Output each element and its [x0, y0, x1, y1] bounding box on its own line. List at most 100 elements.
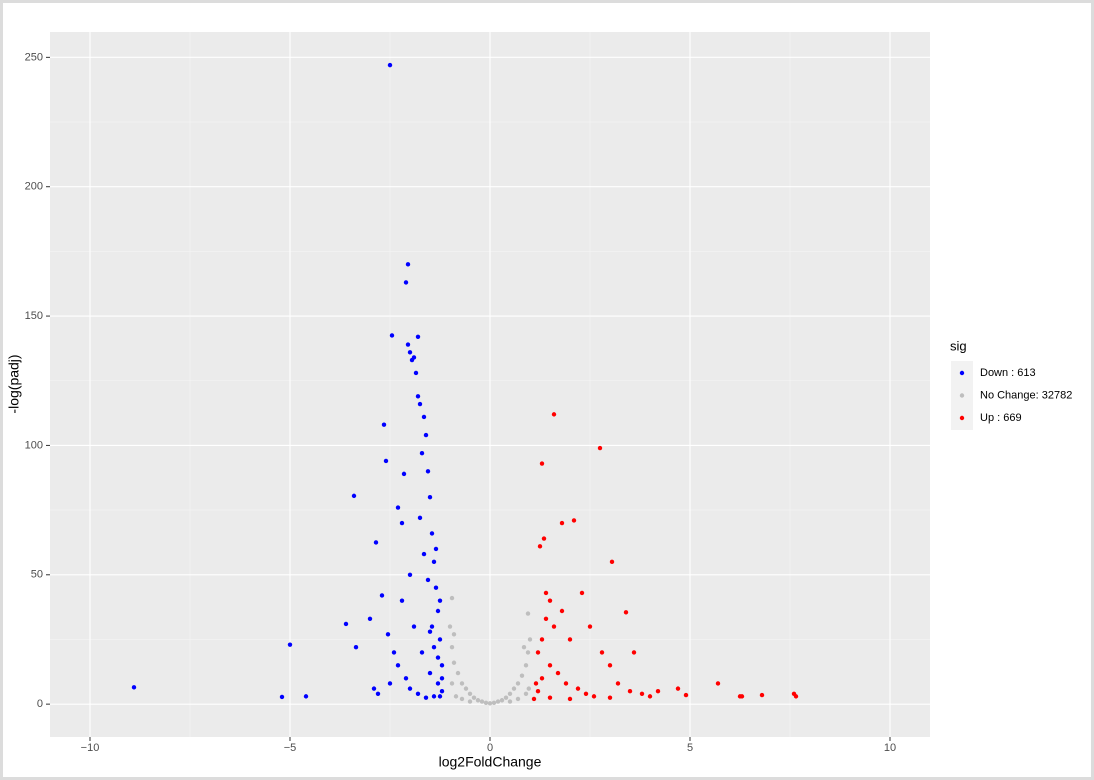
point	[415, 691, 421, 696]
point	[541, 536, 547, 541]
point	[381, 422, 387, 427]
point	[467, 699, 473, 704]
x-tick-label: −5	[284, 742, 297, 754]
x-tick-label: 5	[687, 742, 693, 754]
point	[449, 681, 455, 686]
point	[417, 515, 423, 521]
point	[475, 698, 481, 703]
point	[715, 681, 721, 686]
y-tick-label: 150	[25, 310, 43, 322]
point	[567, 637, 573, 642]
point	[353, 645, 359, 650]
point	[683, 692, 689, 698]
point	[507, 699, 513, 704]
point	[379, 593, 385, 598]
point	[499, 698, 505, 703]
point	[439, 689, 445, 694]
point	[437, 694, 443, 699]
point	[515, 681, 521, 686]
point	[387, 681, 393, 686]
point	[415, 334, 421, 339]
point	[451, 632, 457, 637]
x-tick-label: −10	[81, 742, 100, 754]
point	[525, 611, 531, 616]
point	[527, 637, 533, 642]
point	[415, 394, 421, 399]
point	[607, 695, 613, 700]
points	[131, 62, 799, 706]
point	[675, 686, 681, 691]
point	[429, 624, 435, 629]
point	[739, 694, 745, 699]
legend-marker	[959, 393, 965, 398]
point	[463, 686, 469, 691]
y-tick-label: 250	[25, 51, 43, 63]
point	[607, 663, 613, 668]
y-axis-title: -log(padj)	[6, 354, 22, 413]
point	[435, 655, 441, 660]
point	[507, 691, 513, 696]
point	[533, 681, 539, 686]
point	[417, 401, 423, 407]
point	[427, 670, 433, 676]
point	[385, 632, 391, 637]
point	[439, 663, 445, 668]
point	[471, 695, 477, 700]
point	[427, 629, 433, 634]
point	[623, 610, 629, 615]
grid	[50, 32, 930, 737]
point	[407, 572, 413, 577]
point	[383, 458, 389, 464]
point	[547, 663, 553, 668]
point	[391, 650, 397, 655]
y-tick-label: 100	[25, 439, 43, 451]
point	[631, 650, 637, 655]
point	[543, 590, 549, 596]
point	[547, 695, 553, 700]
point	[539, 461, 545, 466]
point	[421, 414, 427, 420]
point	[525, 650, 531, 655]
point	[647, 694, 653, 699]
point	[503, 695, 509, 700]
point	[387, 62, 393, 68]
point	[535, 650, 541, 655]
point	[399, 520, 405, 526]
point	[575, 686, 581, 691]
point	[523, 691, 529, 696]
point	[559, 608, 565, 614]
point	[419, 450, 425, 456]
point	[655, 689, 661, 694]
point	[423, 695, 429, 700]
point	[599, 650, 605, 655]
point	[351, 493, 357, 499]
point	[431, 694, 437, 699]
point	[523, 663, 529, 668]
point	[639, 691, 645, 696]
point	[447, 624, 453, 629]
point	[439, 676, 445, 681]
point	[543, 616, 549, 621]
point	[551, 412, 557, 417]
point	[459, 681, 465, 686]
point	[567, 696, 573, 702]
x-tick-label: 0	[487, 742, 493, 754]
point	[759, 692, 765, 698]
point	[515, 696, 521, 702]
point	[407, 350, 413, 355]
point	[551, 624, 557, 629]
point	[395, 505, 401, 510]
y-tick-label: 0	[37, 698, 43, 710]
point	[343, 621, 349, 627]
point	[579, 590, 585, 596]
point	[435, 608, 441, 614]
point	[627, 689, 633, 694]
point	[571, 518, 577, 523]
point	[451, 660, 457, 665]
legend-marker	[959, 370, 965, 376]
point	[431, 559, 437, 565]
point	[511, 686, 517, 691]
point	[587, 624, 593, 629]
x-tick-label: 10	[884, 742, 896, 754]
